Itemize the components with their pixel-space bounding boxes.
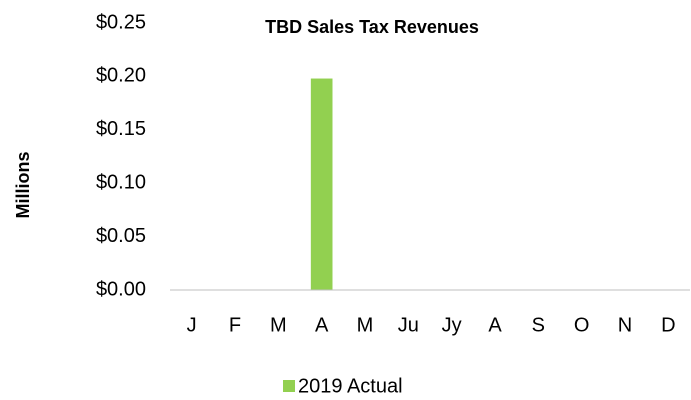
x-tick-label: M bbox=[357, 314, 374, 336]
x-tick-label: F bbox=[229, 314, 241, 336]
chart-title: TBD Sales Tax Revenues bbox=[265, 17, 479, 37]
x-tick-label: A bbox=[315, 314, 329, 336]
x-tick-label: J bbox=[187, 314, 197, 336]
legend-label: 2019 Actual bbox=[298, 375, 403, 397]
y-tick-label: $0.25 bbox=[96, 11, 146, 33]
x-tick-label: N bbox=[618, 314, 632, 336]
x-tick-label: Jy bbox=[442, 314, 462, 336]
x-tick-label: M bbox=[270, 314, 287, 336]
x-tick-label: Ju bbox=[398, 314, 419, 336]
legend-swatch bbox=[283, 380, 295, 392]
y-tick-label: $0.05 bbox=[96, 225, 146, 247]
x-tick-label: O bbox=[574, 314, 590, 336]
x-tick-label: D bbox=[661, 314, 675, 336]
bar bbox=[310, 78, 333, 290]
y-axis-label: Millions bbox=[13, 152, 33, 219]
y-tick-label: $0.15 bbox=[96, 118, 146, 140]
y-tick-label: $0.20 bbox=[96, 65, 146, 87]
x-tick-label: A bbox=[488, 314, 502, 336]
y-tick-label: $0.00 bbox=[96, 278, 146, 300]
y-tick-label: $0.10 bbox=[96, 171, 146, 193]
x-tick-label: S bbox=[532, 314, 545, 336]
